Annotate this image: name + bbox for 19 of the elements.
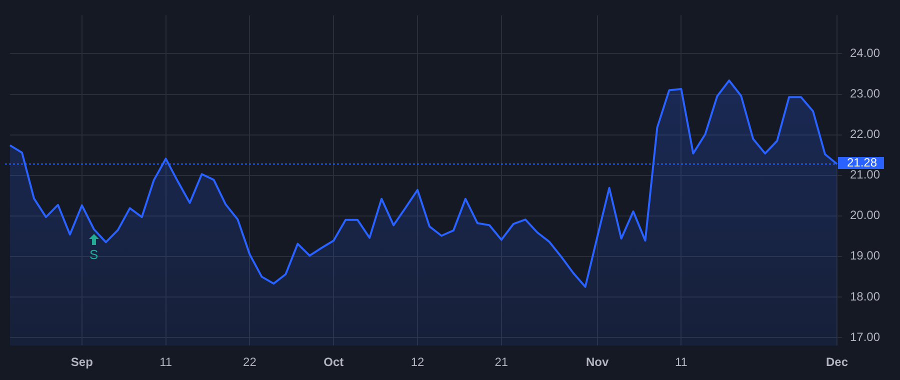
y-tick-label: 17.00	[850, 330, 880, 344]
x-tick-label: Dec	[826, 355, 848, 370]
y-tick-label: 18.00	[850, 289, 880, 304]
y-tick-label: 23.00	[850, 86, 880, 101]
x-tick-label: Sep	[70, 355, 93, 370]
x-tick-label: 12	[410, 355, 424, 370]
x-tick-label: 11	[160, 355, 172, 370]
y-tick-label: 19.00	[850, 248, 880, 263]
y-tick-label: 24.00	[850, 46, 880, 60]
y-tick-label: 22.00	[850, 127, 880, 142]
y-tick-label: 21.00	[850, 168, 880, 182]
ref-line-label: 21.28	[846, 155, 878, 170]
x-tick-label: 21	[494, 355, 508, 370]
x-tick-label: Oct	[324, 355, 344, 370]
x-tick-label: 11	[674, 355, 688, 370]
x-tick-label: 22	[243, 355, 257, 370]
x-tick-label: Nov	[586, 355, 609, 370]
annotation: S	[88, 247, 100, 262]
y-tick-label: 20.00	[850, 208, 880, 222]
